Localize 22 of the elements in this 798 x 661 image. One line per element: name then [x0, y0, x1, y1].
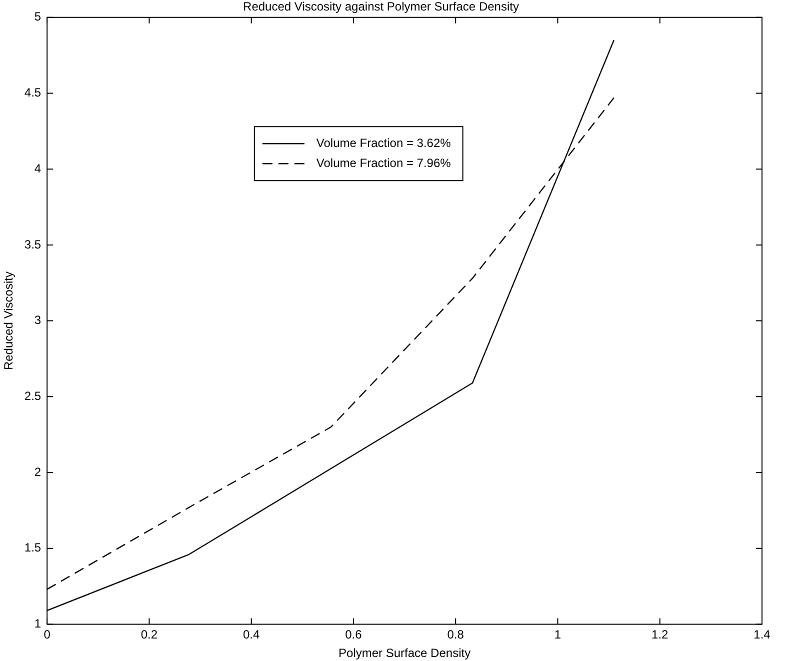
x-tick-label: 0 — [44, 628, 51, 642]
y-tick-label: 2 — [34, 464, 42, 479]
x-axis-title: Polymer Surface Density — [338, 646, 471, 660]
x-tick-label: 1.4 — [754, 628, 771, 642]
y-axis-title: Reduced Viscosity — [2, 272, 16, 370]
x-tick-label: 0.4 — [243, 628, 260, 642]
x-tick-label: 1 — [554, 628, 562, 642]
x-tick-label: 0.8 — [447, 628, 464, 642]
legend-label: Volume Fraction = 7.96% — [316, 156, 452, 170]
y-tick-label: 3 — [34, 313, 42, 328]
x-tick-label: 0.2 — [140, 628, 158, 642]
y-tick-label: 1.5 — [24, 540, 42, 555]
y-tick-label: 3.5 — [24, 237, 42, 252]
y-tick-label: 2.5 — [24, 388, 42, 403]
chart-title: Reduced Viscosity against Polymer Surface Density — [243, 0, 519, 14]
y-tick-label: 1 — [34, 616, 42, 631]
y-tick-label: 4 — [34, 161, 42, 176]
x-tick-label: 1.2 — [652, 628, 669, 642]
y-tick-label: 4.5 — [24, 86, 42, 100]
x-tick-label: 0.6 — [345, 628, 362, 642]
y-tick-label: 5 — [34, 10, 42, 24]
legend-label: Volume Fraction = 3.62% — [316, 136, 452, 150]
